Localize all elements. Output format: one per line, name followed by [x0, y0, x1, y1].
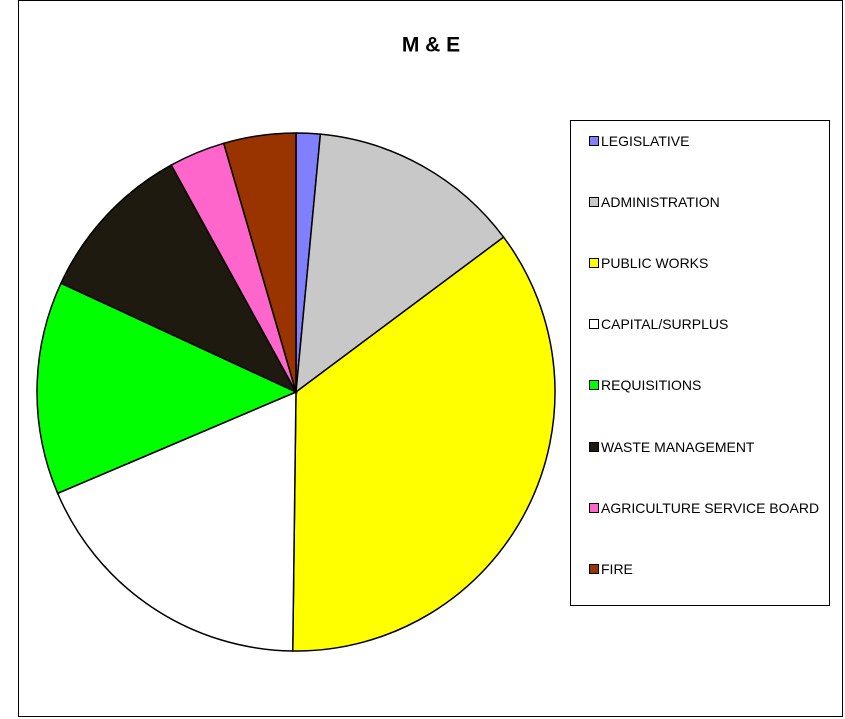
legend-entry: CAPITAL/SURPLUS: [589, 314, 728, 334]
legend-entry: LEGISLATIVE: [589, 131, 689, 151]
pie-slice: [295, 133, 505, 394]
legend-swatch: [589, 197, 599, 208]
legend-swatch: [589, 136, 599, 146]
pie-slice: [291, 236, 556, 652]
legend-swatch: [589, 502, 599, 513]
legend-entry: REQUISITIONS: [589, 375, 701, 395]
pie-slice: [56, 390, 297, 652]
legend-label: FIRE: [601, 560, 633, 577]
chart-title: M & E: [402, 34, 460, 57]
legend-label: CAPITAL/SURPLUS: [601, 316, 729, 333]
legend-swatch: [589, 258, 599, 269]
legend-swatch: [589, 563, 599, 574]
legend-entry: FIRE: [589, 559, 633, 579]
legend-label: LEGISLATIVE: [601, 133, 690, 149]
legend-swatch: [589, 319, 599, 330]
legend: LEGISLATIVE ADMINISTRATION PUBLIC WORKS CAP…: [570, 120, 830, 606]
legend-entry: WASTE MANAGEMENT: [589, 437, 755, 457]
legend-swatch: [589, 380, 599, 391]
chart-frame: [18, 0, 843, 717]
pie-slice: [36, 282, 298, 495]
legend-swatch: [589, 441, 599, 452]
legend-entry: AGRICULTURE SERVICE BOARD: [589, 498, 819, 518]
legend-label: PUBLIC WORKS: [601, 255, 709, 272]
legend-label: ADMINISTRATION: [601, 194, 720, 211]
pie-slice: [59, 164, 298, 394]
legend-entry: ADMINISTRATION: [589, 192, 720, 212]
legend-label: WASTE MANAGEMENT: [601, 438, 755, 455]
pie-slice: [222, 132, 297, 393]
legend-label: AGRICULTURE SERVICE BOARD: [601, 499, 820, 516]
legend-entry: PUBLIC WORKS: [589, 253, 708, 273]
legend-label: REQUISITIONS: [601, 377, 702, 394]
